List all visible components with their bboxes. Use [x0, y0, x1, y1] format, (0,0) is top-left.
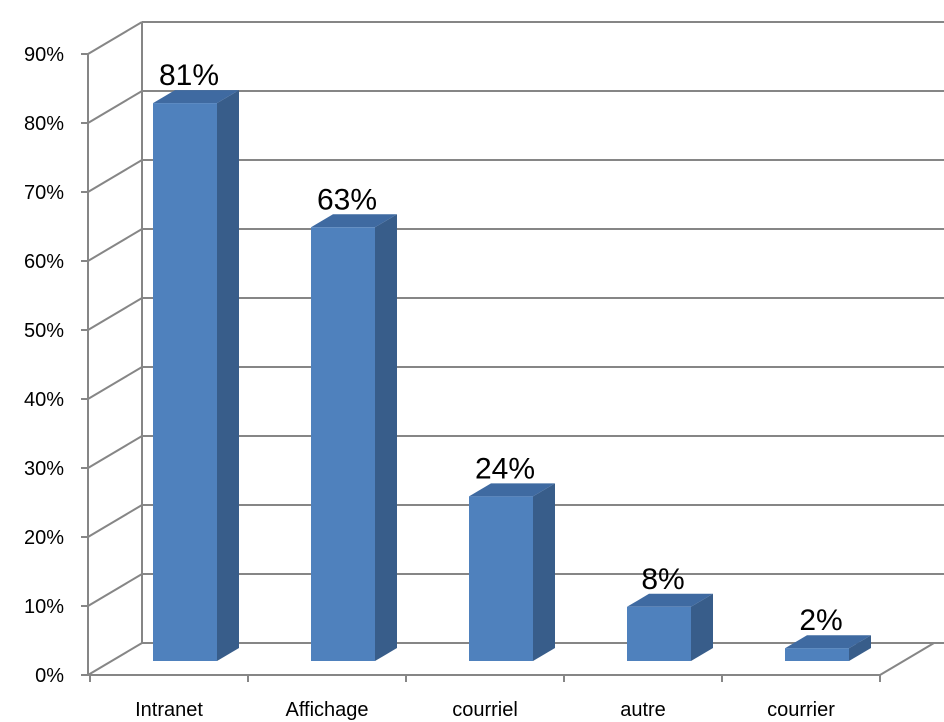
y-tick-label: 90% — [24, 44, 64, 66]
bar-side-face — [533, 483, 555, 661]
data-label: 81% — [159, 59, 219, 92]
gridline-diagonal — [87, 642, 143, 676]
bar-side-face — [849, 635, 871, 661]
bar-front-face — [785, 648, 849, 661]
y-tick-label: 0% — [35, 665, 64, 687]
gridline-diagonal — [87, 228, 143, 262]
x-tick-label: Intranet — [135, 699, 203, 721]
gridline-diagonal — [87, 573, 143, 607]
bar-autre — [627, 593, 713, 661]
y-tick-label: 30% — [24, 458, 64, 480]
floor-right-edge — [879, 642, 935, 676]
bar-courrier — [785, 635, 871, 661]
axes — [81, 53, 935, 682]
y-tick-label: 50% — [24, 320, 64, 342]
data-label: 2% — [799, 604, 842, 637]
bar-top-face — [469, 483, 555, 497]
gridline-diagonal — [87, 435, 143, 469]
bar-side-face — [217, 90, 239, 662]
data-label: 63% — [317, 183, 377, 216]
labels: 0% 10% 20% 30% 40% 50% 60% 70% 80% 90% 81% Intranet… — [24, 44, 843, 721]
x-tick-label: Affichage — [285, 699, 368, 721]
bar-front-face — [469, 496, 533, 661]
x-tick-label: courriel — [452, 699, 518, 721]
gridline-diagonal — [87, 297, 143, 331]
bar-affichage — [311, 214, 397, 662]
gridline-diagonal — [87, 90, 143, 124]
gridline-diagonal — [87, 159, 143, 193]
y-tick-label: 70% — [24, 182, 64, 204]
y-tick-label: 10% — [24, 596, 64, 618]
bar-side-face — [691, 593, 713, 661]
bars — [153, 90, 871, 662]
x-tick-label: courrier — [767, 699, 835, 721]
bar-top-face — [627, 593, 713, 607]
gridline-diagonal — [87, 504, 143, 538]
bar-front-face — [153, 103, 217, 662]
y-tick-label: 60% — [24, 251, 64, 273]
gridline-diagonal — [87, 21, 143, 55]
y-tick-label: 20% — [24, 527, 64, 549]
y-tick-label: 80% — [24, 113, 64, 135]
bar-intranet — [153, 90, 239, 662]
bar-courriel — [469, 483, 555, 661]
data-label: 24% — [475, 452, 535, 485]
bar-side-face — [375, 214, 397, 662]
data-label: 8% — [641, 563, 684, 596]
bar-top-face — [785, 635, 871, 649]
x-tick-label: autre — [620, 699, 666, 721]
gridline-diagonal — [87, 366, 143, 400]
bar-top-face — [153, 90, 239, 104]
bar-front-face — [311, 227, 375, 662]
y-tick-label: 40% — [24, 389, 64, 411]
bar-top-face — [311, 214, 397, 228]
bar-front-face — [627, 606, 691, 661]
